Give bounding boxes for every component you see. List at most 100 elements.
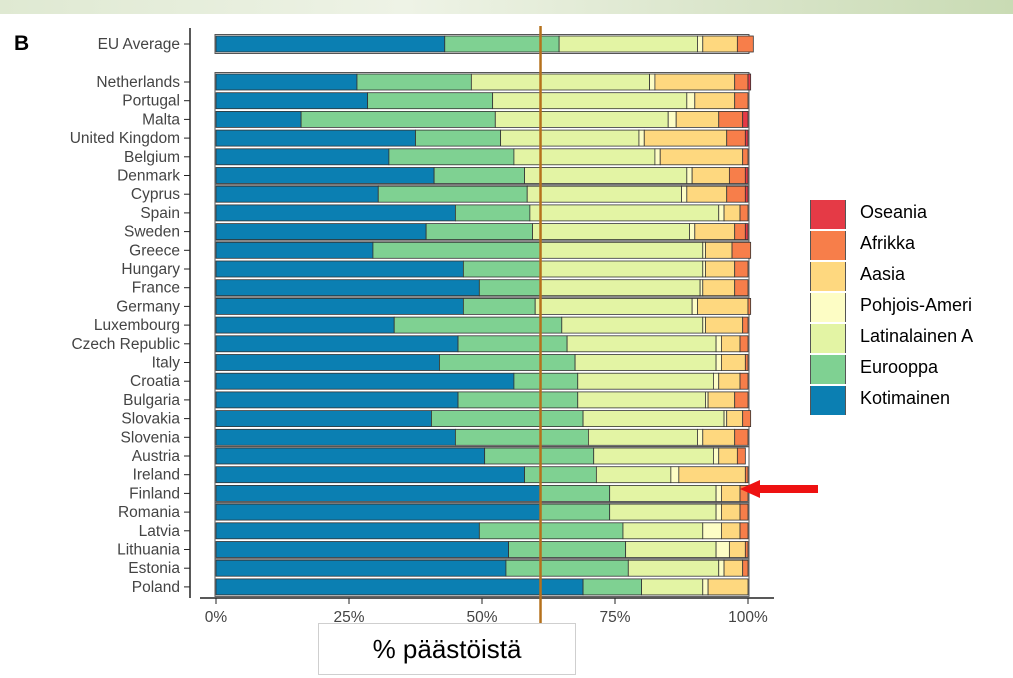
legend-label: Aasia bbox=[860, 264, 906, 284]
bar-hungary-afrikka bbox=[734, 260, 749, 278]
bar-czech-republic-aasia bbox=[721, 335, 741, 353]
bar-france-eurooppa bbox=[478, 279, 541, 297]
bar-eu-average-latinalainen-amerikka bbox=[558, 35, 698, 53]
bar-sweden-pohjois-amerikka bbox=[689, 223, 696, 241]
y-tick-label: EU Average bbox=[98, 36, 180, 53]
bar-czech-republic-afrikka bbox=[739, 335, 749, 353]
bar-poland-eurooppa bbox=[582, 578, 643, 596]
bar-slovakia-eurooppa bbox=[431, 410, 584, 428]
bar-sweden-aasia bbox=[694, 223, 736, 241]
bar-luxembourg-aasia bbox=[705, 316, 744, 334]
bar-croatia-latinalainen-amerikka bbox=[577, 372, 714, 390]
bar-latvia-pohjois-amerikka bbox=[702, 522, 722, 540]
bar-lithuania-latinalainen-amerikka bbox=[625, 541, 717, 558]
bar-greece-latinalainen-amerikka bbox=[540, 241, 704, 259]
bar-united-kingdom-kotimainen bbox=[215, 129, 416, 147]
bar-portugal-afrikka bbox=[734, 92, 749, 110]
bar-slovenia-kotimainen bbox=[215, 428, 456, 446]
bar-slovenia-afrikka bbox=[734, 428, 749, 446]
bar-poland-pohjois-amerikka bbox=[702, 578, 709, 596]
bar-estonia-afrikka bbox=[742, 559, 749, 577]
bar-denmark-kotimainen bbox=[215, 167, 435, 184]
bar-malta-afrikka bbox=[718, 111, 744, 128]
bar-croatia-pohjois-amerikka bbox=[713, 372, 720, 390]
bar-austria-afrikka bbox=[736, 447, 746, 465]
bar-slovenia-aasia bbox=[702, 428, 736, 446]
bar-lithuania-eurooppa bbox=[508, 541, 627, 558]
bar-greece-aasia bbox=[705, 241, 733, 259]
group-frame-7 bbox=[214, 558, 750, 597]
bar-portugal-eurooppa bbox=[367, 92, 494, 110]
bar-spain-aasia bbox=[723, 204, 741, 222]
bar-finland-eurooppa bbox=[540, 484, 611, 502]
bar-malta-aasia bbox=[675, 111, 720, 128]
bar-estonia-kotimainen bbox=[215, 559, 507, 577]
bar-austria-eurooppa bbox=[484, 447, 595, 465]
y-tick-label: Slovakia bbox=[121, 411, 180, 428]
bar-sweden-oseania bbox=[744, 223, 749, 241]
bar-romania-pohjois-amerikka bbox=[715, 503, 722, 521]
bar-cyprus-aasia bbox=[686, 185, 728, 203]
bar-austria-aasia bbox=[718, 447, 738, 465]
x-tick-label: 100% bbox=[728, 609, 768, 626]
bar-lithuania-aasia bbox=[728, 541, 746, 558]
bar-lithuania-kotimainen bbox=[215, 541, 510, 558]
bar-estonia-aasia bbox=[723, 559, 744, 577]
y-tick-label: Belgium bbox=[124, 149, 180, 166]
y-tick-label: Poland bbox=[132, 579, 180, 596]
bar-germany-afrikka bbox=[747, 297, 752, 315]
bar-croatia-afrikka bbox=[739, 372, 749, 390]
bar-czech-republic-latinalainen-amerikka bbox=[566, 335, 717, 353]
y-tick-label: Ireland bbox=[133, 467, 180, 484]
bar-denmark-oseania bbox=[744, 167, 749, 184]
bar-hungary-eurooppa bbox=[462, 260, 541, 278]
bar-france-latinalainen-amerikka bbox=[540, 279, 701, 297]
y-tick-label: Bulgaria bbox=[123, 392, 180, 409]
bar-united-kingdom-afrikka bbox=[726, 129, 746, 147]
bar-poland-aasia bbox=[707, 578, 749, 596]
bar-spain-afrikka bbox=[739, 204, 749, 222]
bar-greece-afrikka bbox=[731, 241, 752, 259]
legend-swatch bbox=[810, 324, 846, 353]
bar-germany-aasia bbox=[697, 297, 749, 315]
bar-finland-latinalainen-amerikka bbox=[609, 484, 717, 502]
bar-slovakia-aasia bbox=[726, 410, 744, 428]
bar-bulgaria-kotimainen bbox=[215, 391, 459, 409]
legend-label: Pohjois-Ameri bbox=[860, 295, 973, 315]
bar-netherlands-afrikka bbox=[734, 73, 749, 91]
bar-romania-afrikka bbox=[739, 503, 749, 521]
bar-lithuania-afrikka bbox=[744, 541, 749, 558]
bar-czech-republic-eurooppa bbox=[457, 335, 568, 353]
bar-cyprus-eurooppa bbox=[377, 185, 528, 203]
bar-united-kingdom-pohjois-amerikka bbox=[638, 129, 645, 147]
bar-malta-eurooppa bbox=[300, 111, 496, 128]
bar-czech-republic-kotimainen bbox=[215, 335, 459, 353]
bar-netherlands-kotimainen bbox=[215, 73, 358, 91]
bar-eu-average-aasia bbox=[702, 35, 738, 53]
bar-luxembourg-eurooppa bbox=[393, 316, 563, 334]
y-tick-label: Luxembourg bbox=[94, 317, 180, 334]
bar-netherlands-pohjois-amerikka bbox=[649, 73, 656, 91]
bar-united-kingdom-aasia bbox=[643, 129, 728, 147]
bar-portugal-aasia bbox=[694, 92, 736, 110]
x-axis-label: % päästöistä bbox=[318, 623, 576, 675]
bar-germany-kotimainen bbox=[215, 297, 464, 315]
legend-swatch bbox=[810, 293, 846, 322]
bar-spain-kotimainen bbox=[215, 204, 456, 222]
y-tick-label: Malta bbox=[142, 111, 180, 128]
bar-latvia-afrikka bbox=[739, 522, 749, 540]
bar-austria-latinalainen-amerikka bbox=[593, 447, 714, 465]
bar-cyprus-latinalainen-amerikka bbox=[526, 185, 682, 203]
bar-hungary-latinalainen-amerikka bbox=[540, 260, 704, 278]
bar-belgium-aasia bbox=[659, 148, 744, 166]
bar-netherlands-oseania bbox=[747, 73, 752, 91]
bar-italy-kotimainen bbox=[215, 354, 440, 371]
bar-denmark-eurooppa bbox=[433, 167, 525, 184]
x-tick-label: 25% bbox=[333, 609, 364, 626]
bar-denmark-aasia bbox=[691, 167, 730, 184]
y-tick-label: Latvia bbox=[139, 523, 181, 540]
bar-sweden-latinalainen-amerikka bbox=[532, 223, 690, 241]
legend-swatch bbox=[810, 231, 846, 260]
bar-finland-pohjois-amerikka bbox=[715, 484, 722, 502]
